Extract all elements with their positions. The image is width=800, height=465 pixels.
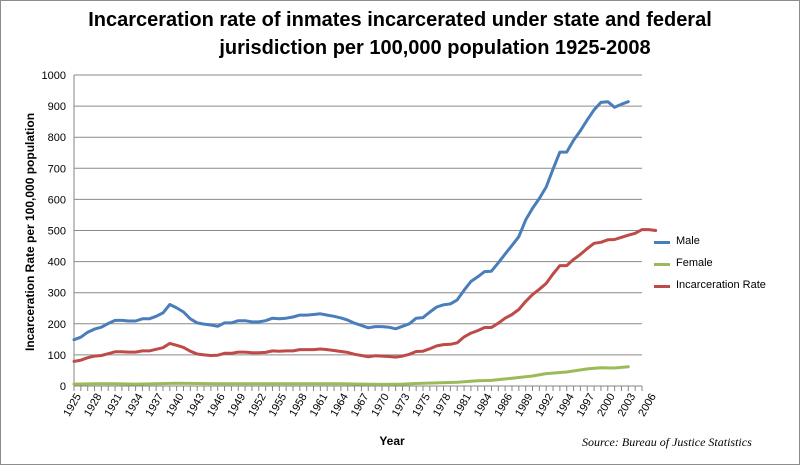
x-tick-label: 1984 bbox=[472, 392, 495, 419]
series-line-female bbox=[72, 365, 630, 386]
x-tick-label: 1925 bbox=[61, 392, 84, 419]
x-tick-label: 1964 bbox=[328, 392, 351, 419]
x-tick-label: 1981 bbox=[451, 392, 474, 419]
series-line-incarceration-rate bbox=[72, 228, 658, 363]
y-tick-label: 1000 bbox=[42, 70, 66, 82]
y-tick-label: 500 bbox=[48, 226, 66, 238]
x-axis-label: Year bbox=[379, 434, 405, 448]
legend-label-incarceration-rate: Incarceration Rate bbox=[676, 279, 766, 291]
x-tick-label: 1992 bbox=[534, 392, 557, 419]
x-tick-label: 1973 bbox=[390, 392, 413, 419]
x-tick-label: 1975 bbox=[410, 392, 433, 419]
x-tick-label: 1955 bbox=[267, 392, 290, 419]
x-tick-label: 1958 bbox=[287, 392, 310, 419]
y-tick-label: 0 bbox=[60, 381, 66, 393]
x-tick-label: 1934 bbox=[123, 392, 146, 419]
y-tick-label: 800 bbox=[48, 132, 66, 144]
x-tick-label: 1943 bbox=[185, 392, 208, 419]
series-lines bbox=[72, 100, 658, 386]
x-tick-label: 2003 bbox=[616, 392, 639, 419]
x-tick-label: 1952 bbox=[246, 392, 269, 419]
x-tick-label: 1997 bbox=[575, 392, 598, 419]
x-tick-label: 1949 bbox=[226, 392, 249, 419]
source-note: Source: Bureau of Justice Statistics bbox=[582, 435, 752, 449]
gridlines bbox=[74, 74, 642, 356]
x-tick-label: 1967 bbox=[349, 392, 372, 419]
legend-swatch-male bbox=[654, 241, 670, 244]
y-tick-label: 700 bbox=[48, 163, 66, 175]
x-tick-label: 1989 bbox=[513, 392, 536, 419]
y-tick-label: 200 bbox=[48, 319, 66, 331]
x-tick-label: 1931 bbox=[102, 392, 125, 419]
chart-title-line-2: jurisdiction per 100,000 population 1925… bbox=[219, 37, 651, 59]
y-tick-label: 400 bbox=[48, 257, 66, 269]
legend-label-female: Female bbox=[676, 257, 713, 269]
x-tick-label: 1961 bbox=[308, 392, 331, 419]
x-tick-label: 2000 bbox=[595, 392, 618, 419]
legend-swatch-female bbox=[654, 263, 670, 266]
legend-label-male: Male bbox=[676, 235, 700, 247]
x-tick-label: 1946 bbox=[205, 392, 228, 419]
y-tick-label: 300 bbox=[48, 288, 66, 300]
y-tick-label: 100 bbox=[48, 350, 66, 362]
x-tick-label: 1937 bbox=[144, 392, 167, 419]
x-tick-label: 1986 bbox=[493, 392, 516, 419]
axes: 0 100 200 300 400 500 600 700 800 900 1000 19251928… bbox=[42, 70, 659, 419]
y-tick-label: 900 bbox=[48, 101, 66, 113]
x-tick-label: 2006 bbox=[636, 392, 659, 419]
series-line-male bbox=[72, 100, 630, 342]
y-axis-label: Incarceration Rate per 100,000 populatio… bbox=[23, 112, 37, 352]
x-tick-label: 1928 bbox=[82, 392, 105, 419]
y-tick-label: 600 bbox=[48, 194, 66, 206]
x-tick-label: 1994 bbox=[554, 392, 577, 419]
chart-title: Incarceration rate of inmates incarcerat… bbox=[40, 6, 760, 62]
x-tick-label: 1940 bbox=[164, 392, 187, 419]
legend-swatch-incarceration-rate bbox=[654, 285, 670, 288]
chart-title-line-1: Incarceration rate of inmates incarcerat… bbox=[88, 9, 712, 31]
x-tick-label: 1978 bbox=[431, 392, 454, 419]
x-tick-label: 1970 bbox=[369, 392, 392, 419]
